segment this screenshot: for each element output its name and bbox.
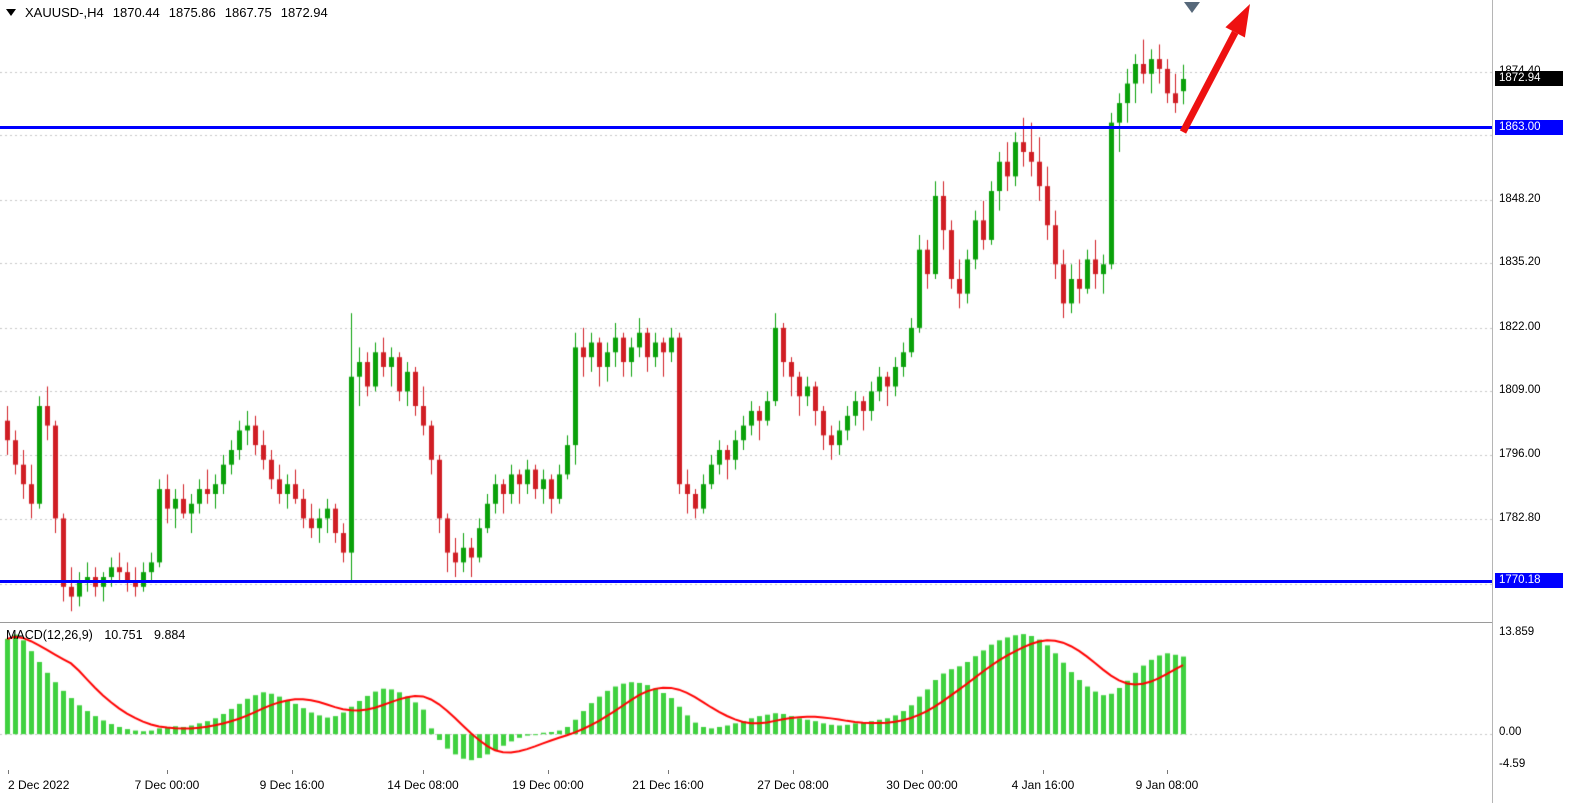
time-axis-label: 19 Dec 00:00 — [512, 778, 584, 792]
macd-axis-label: 0.00 — [1499, 726, 1522, 739]
horizontal-level-line-1770.18[interactable] — [0, 579, 1492, 583]
time-axis-tick — [793, 770, 794, 774]
time-axis-tick — [292, 770, 293, 774]
time-axis-tick — [1043, 770, 1044, 774]
time-axis-tick — [1167, 770, 1168, 774]
price-axis-label: 1835.20 — [1499, 256, 1541, 269]
price-axis-label: 1809.00 — [1499, 384, 1541, 397]
time-axis-tick — [548, 770, 549, 774]
time-axis-label: 9 Jan 08:00 — [1135, 778, 1199, 792]
macd-axis-label: 13.859 — [1499, 626, 1535, 639]
time-axis-label: 7 Dec 00:00 — [134, 778, 200, 792]
time-axis-label: 14 Dec 08:00 — [387, 778, 459, 792]
price-axis-label: 1848.20 — [1499, 192, 1541, 205]
price-axis-label: 1796.00 — [1499, 447, 1541, 460]
price-chart-area[interactable]: XAUUSD-,H4 1870.44 1875.86 1867.75 1872.… — [0, 0, 1492, 622]
price-axis[interactable]: 13.8590.00-4.591874.401848.201835.201822… — [1492, 0, 1579, 803]
time-axis-label: 4 Jan 16:00 — [1011, 778, 1075, 792]
macd-header: MACD(12,26,9) 10.751 9.884 — [6, 628, 193, 642]
macd-panel[interactable]: MACD(12,26,9) 10.751 9.884 — [0, 622, 1492, 772]
macd-canvas[interactable] — [0, 623, 1492, 771]
time-axis-tick — [668, 770, 669, 774]
time-axis-label: 27 Dec 08:00 — [757, 778, 829, 792]
macd-signal-value: 9.884 — [154, 628, 186, 642]
price-axis-label: 1822.00 — [1499, 320, 1541, 333]
collapse-triangle-icon[interactable] — [6, 9, 16, 16]
symbol-period-label: XAUUSD-,H4 — [25, 5, 104, 20]
current-price-badge: 1872.94 — [1495, 70, 1563, 86]
macd-axis-label: -4.59 — [1499, 758, 1526, 770]
price-axis-label: 1782.80 — [1499, 512, 1541, 525]
down-triangle-marker-icon[interactable] — [1184, 2, 1200, 13]
time-axis-label: 21 Dec 16:00 — [632, 778, 704, 792]
level-price-badge: 1770.18 — [1495, 573, 1563, 589]
low-value: 1867.75 — [224, 5, 272, 20]
macd-title: MACD(12,26,9) — [6, 628, 93, 642]
candlestick-canvas[interactable] — [0, 0, 1492, 622]
time-axis-tick — [423, 770, 424, 774]
chart-ohlc-header: XAUUSD-,H4 1870.44 1875.86 1867.75 1872.… — [6, 5, 337, 20]
time-axis-label: 9 Dec 16:00 — [259, 778, 325, 792]
time-axis-tick — [167, 770, 168, 774]
time-axis-tick — [8, 770, 9, 774]
horizontal-level-line-1863.00[interactable] — [0, 126, 1492, 130]
level-price-badge: 1863.00 — [1495, 119, 1563, 135]
time-axis-label: 30 Dec 00:00 — [886, 778, 958, 792]
high-value: 1875.86 — [168, 5, 216, 20]
time-axis[interactable]: 2 Dec 2022 7 Dec 00:00 9 Dec 16:00 14 Dec 0… — [0, 770, 1492, 803]
close-value: 1872.94 — [280, 5, 328, 20]
time-axis-tick — [922, 770, 923, 774]
open-value: 1870.44 — [112, 5, 160, 20]
time-axis-label: 2 Dec 2022 — [8, 778, 70, 792]
macd-main-value: 10.751 — [104, 628, 143, 642]
